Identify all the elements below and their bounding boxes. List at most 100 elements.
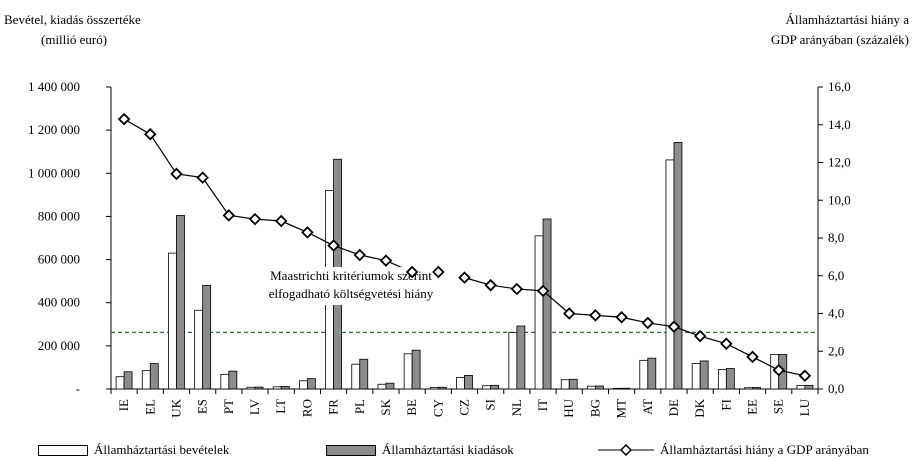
right-axis-title-line1: Államháztartási hiány a: [785, 12, 909, 27]
bar-revenue-sk: [377, 383, 387, 390]
right-axis-title-line2: GDP arányában (százalék): [770, 32, 909, 47]
bar-revenue-nl: [508, 332, 518, 390]
category-label-lu: LU: [797, 398, 812, 416]
bar-revenue-lu: [796, 385, 806, 390]
deficit-point-mt: [615, 311, 628, 324]
bar-expenditure-si: [490, 384, 500, 390]
bar-expenditure-sk: [385, 382, 395, 390]
bar-expenditure-bg: [595, 385, 604, 390]
category-label-si: SI: [483, 399, 498, 411]
category-label-ie: IE: [116, 399, 131, 411]
bar-expenditure-de: [673, 142, 683, 390]
category-label-cy: CY: [430, 398, 445, 417]
left-tick-label: 800 000: [38, 208, 80, 223]
deficit-point-cy: [432, 265, 445, 279]
bar-expenditure-ie: [123, 371, 133, 390]
bar-expenditure-be: [411, 349, 421, 390]
category-label-fi: FI: [718, 399, 733, 411]
deficit-point-pl: [353, 248, 367, 262]
deficit-point-hu: [562, 307, 576, 320]
legend-swatch-expenditure: [326, 444, 376, 456]
bar-revenue-lv: [246, 386, 256, 390]
category-label-uk: UK: [168, 398, 183, 417]
bar-revenue-es: [194, 309, 204, 390]
bar-expenditure-pt: [228, 370, 238, 390]
category-label-sk: SK: [378, 398, 393, 415]
deficit-point-de: [667, 320, 681, 333]
right-tick-label: 8,0: [828, 230, 844, 245]
legend-swatch-revenue: [38, 444, 88, 456]
deficit-point-lu: [798, 369, 812, 383]
bar-expenditure-uk: [176, 214, 185, 390]
bar-revenue-at: [639, 359, 649, 390]
category-label-lv: LV: [247, 398, 262, 415]
deficit-point-pt: [222, 209, 236, 222]
category-label-mt: MT: [614, 399, 629, 419]
category-label-ee: EE: [745, 399, 760, 415]
deficit-point-lv: [248, 212, 262, 226]
legend-item-expenditure: Államháztartási kiadások: [326, 442, 514, 458]
left-tick-label: 1 200 000: [28, 122, 80, 137]
deficit-point-cz: [458, 271, 471, 284]
deficit-point-ee: [746, 350, 759, 364]
bar-expenditure-ee: [752, 387, 761, 390]
left-tick-label: 400 000: [38, 295, 80, 310]
right-tick-label: 16,0: [828, 79, 851, 94]
bar-revenue-ee: [744, 387, 753, 390]
legend-item-revenue: Államháztartási bevételek: [38, 442, 229, 458]
left-axis-title-line2: (millió euró): [41, 32, 108, 47]
annotation-line1: Maastrichti kritériumok szerint: [270, 268, 432, 283]
legend: Államháztartási bevételek Államháztartás…: [0, 440, 913, 462]
deficit-point-ro: [301, 226, 314, 239]
deficit-point-el: [144, 127, 157, 141]
deficit-point-fr: [327, 239, 340, 252]
bar-expenditure-it: [542, 218, 552, 390]
deficit-point-sk: [379, 254, 393, 267]
bar-expenditure-ro: [306, 378, 316, 390]
deficit-point-se: [772, 363, 785, 377]
bar-expenditure-nl: [516, 325, 526, 390]
right-tick-label: 2,0: [828, 343, 844, 358]
bar-revenue-el: [141, 370, 151, 390]
category-label-cz: CZ: [457, 399, 472, 416]
deficit-point-uk: [170, 167, 183, 181]
deficit-point-si: [484, 278, 497, 292]
bar-revenue-dk: [691, 363, 701, 390]
category-label-at: AT: [640, 399, 655, 415]
category-label-pl: PL: [352, 399, 367, 414]
bar-revenue-uk: [168, 252, 177, 390]
left-tick-label: 200 000: [38, 338, 80, 353]
deficit-point-bg: [589, 309, 602, 322]
bar-revenue-mt: [613, 387, 623, 390]
bar-expenditure-el: [149, 363, 159, 390]
category-label-lt: LT: [273, 399, 288, 414]
category-label-ro: RO: [299, 399, 314, 417]
left-axis-title-line1: Bevétel, kiadás összertéke: [4, 12, 141, 27]
category-label-el: EL: [142, 399, 157, 415]
category-label-bg: BG: [587, 399, 602, 417]
bar-revenue-cy: [429, 387, 439, 390]
category-label-es: ES: [195, 399, 210, 414]
bar-revenue-be: [403, 353, 413, 390]
bar-expenditure-es: [202, 285, 212, 390]
category-label-pt: PT: [221, 399, 236, 414]
right-tick-label: 14,0: [828, 117, 851, 132]
right-tick-label: 0,0: [828, 381, 844, 396]
bar-expenditure-dk: [699, 360, 709, 390]
category-label-nl: NL: [509, 399, 524, 416]
bar-revenue-de: [665, 159, 675, 390]
chart-svg: - 200 000 400 000 600 000 800 000 1 000 000 1 …: [28, 79, 851, 419]
legend-label-expenditure: Államháztartási kiadások: [382, 442, 514, 457]
bar-expenditure-fi: [725, 368, 735, 390]
legend-label-revenue: Államháztartási bevételek: [94, 442, 230, 457]
left-tick-label: 1 000 000: [28, 165, 80, 180]
deficit-point-es: [196, 171, 209, 184]
legend-label-deficit: Államháztartási hiány a GDP arányában: [660, 442, 869, 457]
deficit-point-ie: [117, 112, 131, 126]
bar-revenue-cz: [456, 377, 465, 390]
bar-expenditure-pl: [359, 358, 369, 390]
bar-revenue-ro: [298, 380, 308, 390]
bar-expenditure-at: [647, 357, 657, 390]
deficit-point-lt: [274, 214, 288, 228]
deficit-point-fi: [720, 337, 733, 350]
